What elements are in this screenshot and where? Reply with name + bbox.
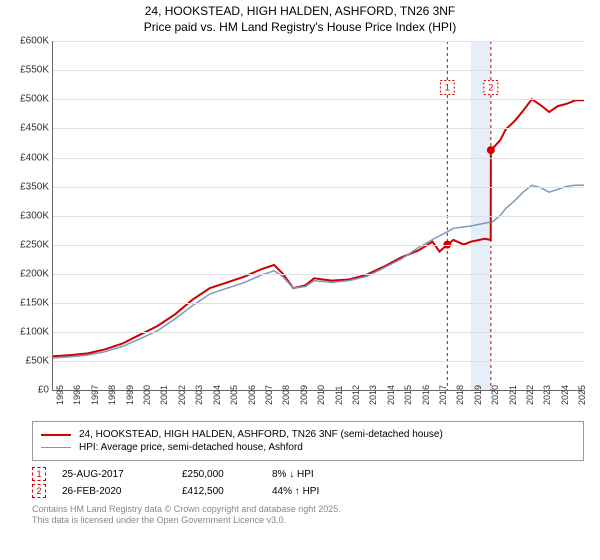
y-tick-label: £100K [9, 327, 49, 338]
x-tick-label: 2017 [438, 385, 448, 405]
x-tick-label: 2000 [142, 385, 152, 405]
y-tick-label: £150K [9, 297, 49, 308]
gridline [53, 274, 584, 275]
attribution-line-1: Contains HM Land Registry data © Crown c… [32, 504, 592, 515]
y-tick-label: £50K [9, 356, 49, 367]
x-tick-label: 2003 [194, 385, 204, 405]
x-tick-label: 2021 [508, 385, 518, 405]
gridline [53, 303, 584, 304]
legend-swatch [41, 434, 71, 436]
y-tick-label: £400K [9, 152, 49, 163]
y-tick-label: £0 [9, 385, 49, 396]
legend-swatch [41, 447, 71, 448]
transaction-row: 2 26-FEB-2020£412,50044% ↑ HPI [32, 484, 592, 498]
attribution: Contains HM Land Registry data © Crown c… [32, 504, 592, 526]
y-tick-label: £450K [9, 123, 49, 134]
x-tick-label: 2005 [229, 385, 239, 405]
svg-text:1: 1 [445, 83, 450, 93]
x-tick-label: 2007 [264, 385, 274, 405]
y-tick-label: £600K [9, 36, 49, 47]
svg-text:2: 2 [488, 83, 493, 93]
x-tick-label: 2020 [490, 385, 500, 405]
plot-area: 12 £0£50K£100K£150K£200K£250K£300K£350K£… [52, 41, 584, 391]
legend-label: 24, HOOKSTEAD, HIGH HALDEN, ASHFORD, TN2… [79, 429, 443, 440]
transaction-price: £250,000 [182, 469, 272, 480]
chart-title: 24, HOOKSTEAD, HIGH HALDEN, ASHFORD, TN2… [8, 4, 592, 35]
x-tick-label: 1996 [72, 385, 82, 405]
x-tick-label: 2014 [386, 385, 396, 405]
x-tick-label: 2011 [334, 386, 344, 405]
y-tick-label: £300K [9, 210, 49, 221]
title-line-1: 24, HOOKSTEAD, HIGH HALDEN, ASHFORD, TN2… [8, 4, 592, 20]
gridline [53, 216, 584, 217]
transaction-delta: 44% ↑ HPI [272, 486, 372, 497]
gridline [53, 99, 584, 100]
x-axis: 1995199619971998199920002001200220032004… [52, 391, 584, 421]
gridline [53, 128, 584, 129]
attribution-line-2: This data is licensed under the Open Gov… [32, 515, 592, 526]
chart-container: 24, HOOKSTEAD, HIGH HALDEN, ASHFORD, TN2… [0, 0, 600, 560]
title-line-2: Price paid vs. HM Land Registry's House … [8, 20, 592, 36]
x-tick-label: 2016 [421, 385, 431, 405]
transaction-marker-icon: 1 [32, 467, 46, 481]
transaction-date: 25-AUG-2017 [62, 469, 182, 480]
x-tick-label: 2001 [159, 385, 169, 405]
gridline [53, 361, 584, 362]
transaction-marker-icon: 2 [32, 484, 46, 498]
x-tick-label: 1997 [90, 385, 100, 405]
x-tick-label: 2019 [473, 385, 483, 405]
x-tick-label: 2010 [316, 385, 326, 405]
x-tick-label: 1998 [107, 385, 117, 405]
legend-row: HPI: Average price, semi-detached house,… [41, 442, 575, 453]
gridline [53, 158, 584, 159]
y-tick-label: £550K [9, 65, 49, 76]
transaction-row: 1 25-AUG-2017£250,0008% ↓ HPI [32, 467, 592, 481]
y-tick-label: £250K [9, 239, 49, 250]
x-tick-label: 2013 [368, 385, 378, 405]
gridline [53, 70, 584, 71]
y-tick-label: £500K [9, 94, 49, 105]
legend-label: HPI: Average price, semi-detached house,… [79, 442, 303, 453]
x-tick-label: 2004 [212, 385, 222, 405]
x-tick-label: 2015 [403, 385, 413, 405]
transaction-date: 26-FEB-2020 [62, 486, 182, 497]
gridline [53, 41, 584, 42]
x-tick-label: 1999 [125, 385, 135, 405]
y-tick-label: £200K [9, 268, 49, 279]
legend-row: 24, HOOKSTEAD, HIGH HALDEN, ASHFORD, TN2… [41, 429, 575, 440]
x-tick-label: 2008 [281, 385, 291, 405]
gridline [53, 187, 584, 188]
x-tick-label: 2012 [351, 385, 361, 405]
x-tick-label: 2018 [455, 385, 465, 405]
x-tick-label: 2006 [247, 385, 257, 405]
transaction-delta: 8% ↓ HPI [272, 469, 372, 480]
x-tick-label: 2009 [299, 385, 309, 405]
x-tick-label: 2022 [525, 385, 535, 405]
x-tick-label: 2002 [177, 385, 187, 405]
gridline [53, 245, 584, 246]
x-tick-label: 2024 [560, 385, 570, 405]
transactions-table: 1 25-AUG-2017£250,0008% ↓ HPI 2 26-FEB-2020… [32, 467, 592, 498]
x-tick-label: 1995 [55, 385, 65, 405]
x-tick-label: 2025 [577, 385, 587, 405]
gridline [53, 332, 584, 333]
legend: 24, HOOKSTEAD, HIGH HALDEN, ASHFORD, TN2… [32, 421, 584, 461]
x-tick-label: 2023 [542, 385, 552, 405]
y-tick-label: £350K [9, 181, 49, 192]
transaction-price: £412,500 [182, 486, 272, 497]
